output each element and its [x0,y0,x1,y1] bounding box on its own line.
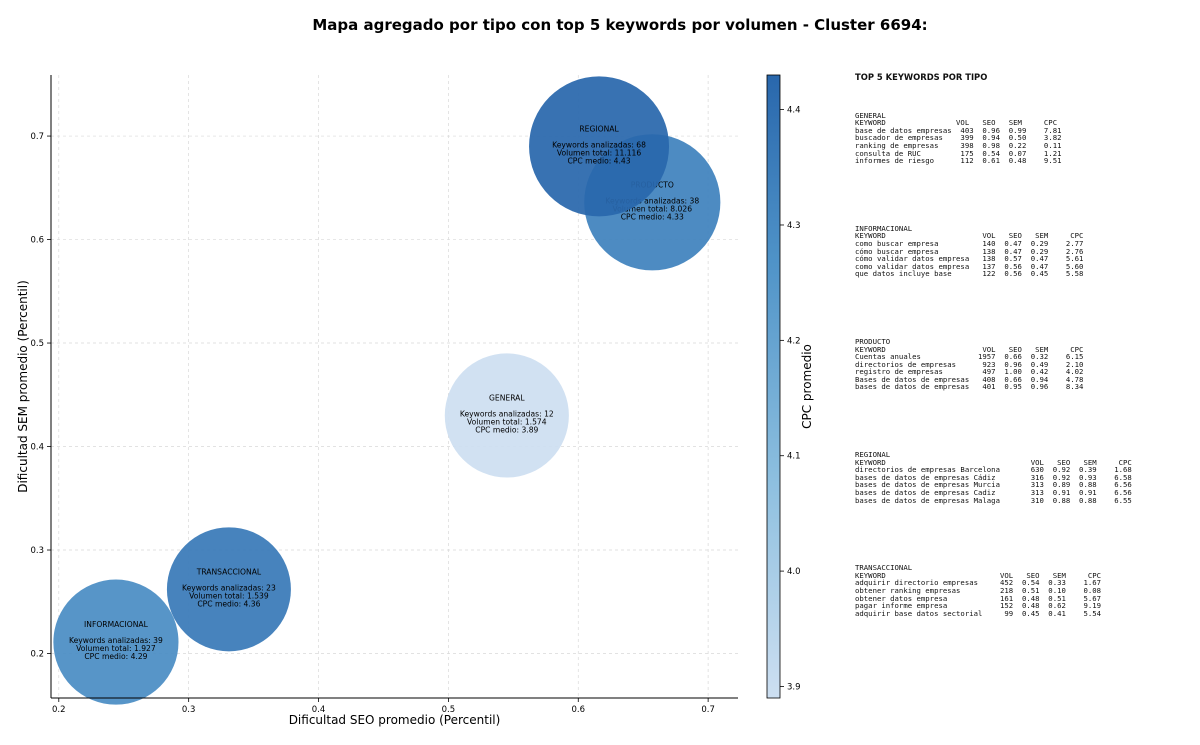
keyword-row: buscador de empresas 399 0.94 0.50 3.82 [855,133,1062,143]
keyword-row: Cuentas anuales 1957 0.66 0.32 6.15 [855,352,1084,362]
y-tick-label: 0.4 [30,443,44,453]
keyword-row: bases de datos de empresas Murcia 313 0.… [855,480,1132,490]
keyword-group-name: GENERAL [855,110,886,120]
keyword-row: bases de datos de empresas Cádiz 316 0.9… [855,472,1132,482]
keyword-table-header: KEYWORD VOL SEO SEM CPC [855,457,1132,467]
keyword-row: como buscar empresa 140 0.47 0.29 2.77 [855,238,1084,248]
y-tick-label: 0.3 [30,546,44,556]
y-tick-label: 0.2 [30,650,44,660]
bubble-transaccional: TRANSACCIONAL Keywords analizadas: 23Volu… [166,527,291,652]
axes: 0.2 0.3 0.4 0.5 0.6 0.7 0.2 0.3 0.4 0.5 0.6 0.7 Difi… [16,75,738,727]
keyword-row: ranking de empresas 398 0.98 0.22 0.11 [855,140,1062,150]
y-axis-label: Dificultad SEM promedio (Percentil) [16,280,30,493]
keyword-group-name: INFORMACIONAL [855,223,913,233]
keyword-row: base de datos empresas 403 0.96 0.99 7.8… [855,125,1062,135]
keyword-row: adquirir directorio empresas 452 0.54 0.… [855,578,1102,588]
bubble-volume: Volumen total: 1.574 [467,417,547,426]
bubble-volume: Volumen total: 11.116 [557,148,642,157]
bubble-keywords: Keywords analizadas: 23 [182,583,276,592]
colorbar-label: CPC promedio [800,344,814,429]
colorbar-gradient [766,74,781,699]
keyword-group-name: TRANSACCIONAL [855,563,913,573]
keyword-row: consulta de RUC 175 0.54 0.07 1.21 [855,148,1062,158]
keyword-row: bases de datos de empresas 401 0.95 0.96… [855,382,1084,392]
x-tick-label: 0.4 [312,705,326,715]
keyword-row: registro de empresas 497 1.00 0.42 4.02 [855,367,1084,377]
bubble-circle [529,76,670,217]
keyword-row: directorios de empresas Barcelona 630 0.… [855,465,1132,475]
bubble-circle [53,579,179,705]
keyword-row: bases de datos de empresas Malaga 310 0.… [855,495,1132,505]
bubble-keywords: Keywords analizadas: 12 [460,409,554,418]
keyword-row: pagar informe empresa 152 0.48 0.62 9.19 [855,601,1102,611]
panel-title: TOP 5 KEYWORDS POR TIPO [855,72,988,82]
keyword-group-informacional: INFORMACIONAL KEYWORD VOL SEO SEM CPC como… [855,225,1195,278]
colorbar-tick-label: 4.0 [787,567,801,577]
keyword-row: cómo validar datos empresa 138 0.57 0.47… [855,254,1084,264]
keyword-row: obtener ranking empresas 218 0.51 0.10 0… [855,586,1102,595]
bubble-circle [444,353,569,478]
chart-title: Mapa agregado por tipo con top 5 keyword… [312,16,928,34]
x-tick-label: 0.7 [701,705,715,715]
keyword-table-header: KEYWORD VOL SEO SEM CPC [855,231,1084,241]
panel-groups: GENERAL KEYWORD VOL SEO SEM CPC base de da… [855,110,1195,618]
bubble-label: INFORMACIONAL [84,620,149,629]
colorbar-tick-label: 4.3 [787,221,801,231]
y-tick-label: 0.5 [30,339,44,349]
bubble-label: TRANSACCIONAL [196,567,262,576]
bubble-circle [166,527,291,652]
keyword-group-producto: PRODUCTO KEYWORD VOL SEO SEM CPC Cuentas a… [855,338,1195,391]
y-tick-label: 0.6 [30,236,44,246]
colorbar-tick-label: 3.9 [787,682,801,692]
bubble-informacional: INFORMACIONAL Keywords analizadas: 39Volu… [53,579,179,705]
keyword-row: que datos incluye base 122 0.56 0.45 5.5… [855,269,1084,279]
bubble-volume: Volumen total: 8.026 [613,204,693,213]
bubble-keywords: Keywords analizadas: 39 [69,636,163,645]
keyword-group-name: PRODUCTO [855,336,891,346]
keyword-group-name: REGIONAL [855,450,891,460]
keyword-table-header: KEYWORD VOL SEO SEM CPC [855,344,1084,354]
colorbar: 3.9 4.0 4.1 4.2 4.3 4.4 CPC promedio [766,74,814,699]
bubble-cpc: CPC medio: 4.36 [197,599,260,608]
colorbar-tick-label: 4.2 [787,336,801,346]
bubble-cpc: CPC medio: 4.29 [84,652,147,661]
keyword-row: adquirir base datos sectorial 99 0.45 0.… [855,608,1102,618]
bubble-label: GENERAL [489,393,525,402]
keyword-row: informes de riesgo 112 0.61 0.48 9.51 [855,156,1062,166]
bubble-cpc: CPC medio: 4.33 [621,212,684,221]
x-tick-label: 0.3 [182,705,196,715]
x-tick-label: 0.6 [571,705,585,715]
keyword-row: Bases de datos de empresas 408 0.66 0.94… [855,374,1084,384]
bubble-volume: Volumen total: 1.927 [76,644,156,653]
keywords-panel: TOP 5 KEYWORDS POR TIPO GENERAL KEYWORD V… [855,72,1195,677]
keyword-group-transaccional: TRANSACCIONAL KEYWORD VOL SEO SEM CPC adqu… [855,564,1195,617]
bubble-keywords: Keywords analizadas: 38 [605,196,699,205]
keyword-row: directorios de empresas 923 0.96 0.49 2.… [855,359,1084,369]
keyword-row: cómo buscar empresa 138 0.47 0.29 2.76 [855,246,1084,256]
colorbar-tick-label: 4.4 [787,106,801,116]
x-tick-label: 0.5 [442,705,456,715]
keyword-row: como validar datos empresa 137 0.56 0.47… [855,261,1084,271]
keyword-group-general: GENERAL KEYWORD VOL SEO SEM CPC base de da… [855,110,1195,166]
bubble-label: REGIONAL [579,124,619,133]
keyword-table-header: KEYWORD VOL SEO SEM CPC [855,118,1058,128]
keyword-row: bases de datos de empresas Cadiz 313 0.9… [855,488,1132,498]
y-tick-label: 0.7 [30,132,44,142]
keyword-row: obtener datos empresa 161 0.48 0.51 5.67 [855,593,1102,603]
bubble-cpc: CPC medio: 3.89 [475,425,538,434]
bubble-keywords: Keywords analizadas: 68 [552,140,646,149]
colorbar-tick-label: 4.1 [787,452,801,462]
bubble-cpc: CPC medio: 4.43 [567,156,630,165]
keyword-table-header: KEYWORD VOL SEO SEM CPC [855,570,1102,580]
keyword-group-regional: REGIONAL KEYWORD VOL SEO SEM CPC directori… [855,451,1195,504]
bubble-volume: Volumen total: 1.539 [189,591,269,600]
x-axis-label: Dificultad SEO promedio (Percentil) [289,713,501,727]
x-tick-label: 0.2 [52,705,66,715]
